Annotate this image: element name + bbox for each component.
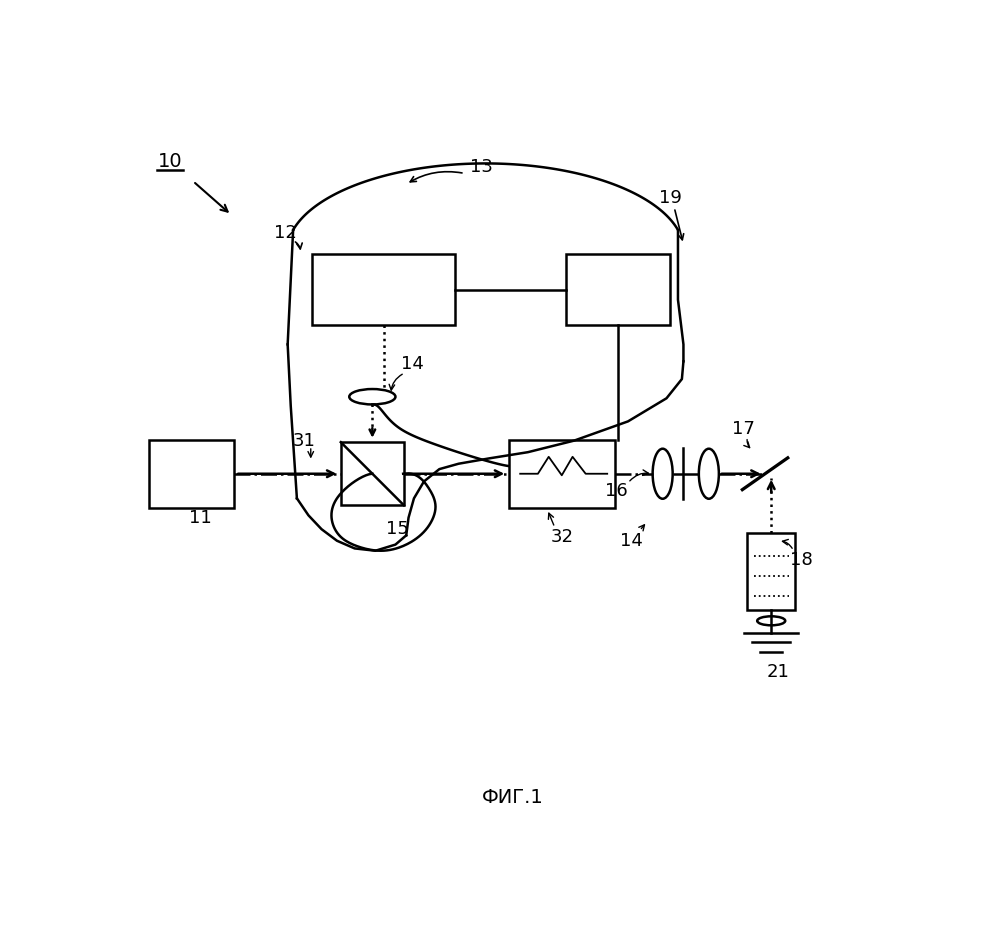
FancyBboxPatch shape <box>341 442 404 505</box>
Text: 16: 16 <box>605 482 628 500</box>
Text: 31: 31 <box>293 432 316 449</box>
Text: 14: 14 <box>620 532 643 550</box>
Text: 11: 11 <box>189 509 212 527</box>
FancyBboxPatch shape <box>509 440 615 508</box>
Text: 32: 32 <box>551 528 574 546</box>
Ellipse shape <box>349 389 395 404</box>
FancyBboxPatch shape <box>149 440 234 508</box>
Text: 10: 10 <box>158 152 182 171</box>
Text: 14: 14 <box>401 355 424 373</box>
Text: 19: 19 <box>659 189 682 207</box>
Text: 21: 21 <box>767 663 790 680</box>
Ellipse shape <box>653 448 673 499</box>
FancyBboxPatch shape <box>747 533 795 610</box>
Text: 15: 15 <box>386 520 408 538</box>
Text: 17: 17 <box>732 420 755 438</box>
FancyBboxPatch shape <box>312 254 455 325</box>
Text: 13: 13 <box>470 158 493 176</box>
Text: 18: 18 <box>790 551 813 569</box>
Text: ФИГ.1: ФИГ.1 <box>482 788 543 806</box>
Ellipse shape <box>757 616 785 625</box>
FancyBboxPatch shape <box>566 254 670 325</box>
Ellipse shape <box>699 448 719 499</box>
Text: 12: 12 <box>274 224 297 241</box>
